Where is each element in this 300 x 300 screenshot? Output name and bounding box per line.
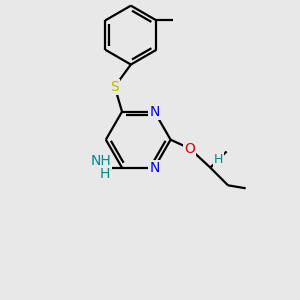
Text: H: H — [99, 167, 110, 181]
Text: O: O — [184, 142, 195, 155]
Text: H: H — [214, 153, 223, 166]
Text: N: N — [149, 105, 160, 118]
Text: N: N — [149, 161, 160, 175]
Text: S: S — [110, 80, 119, 94]
Text: NH: NH — [91, 154, 112, 168]
